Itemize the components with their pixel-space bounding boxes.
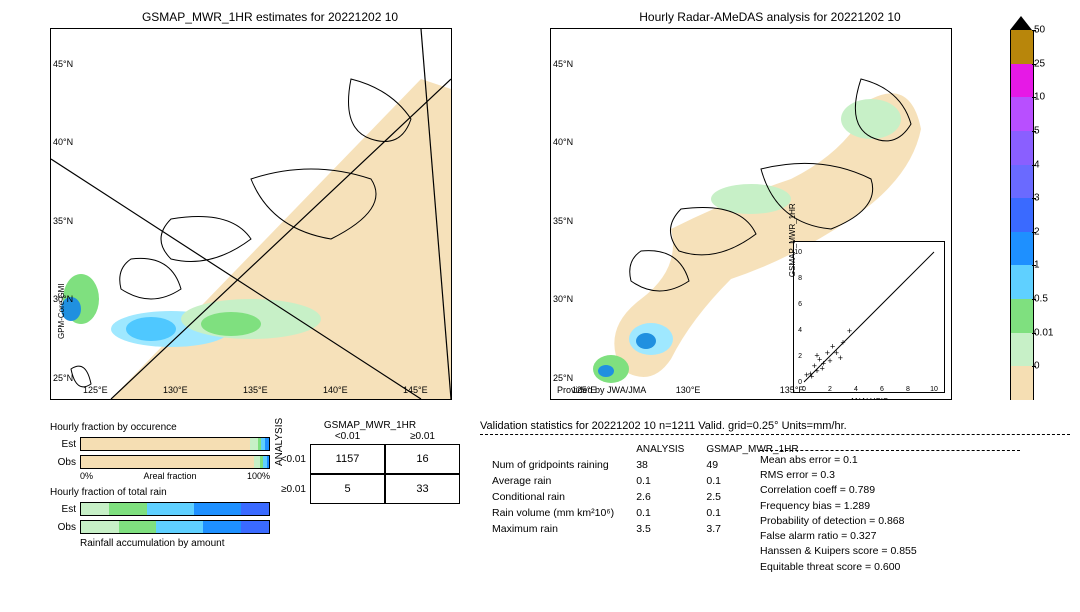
totalrain-footer: Rainfall accumulation by amount xyxy=(80,538,270,549)
svg-text:4: 4 xyxy=(798,327,802,334)
right-map-panel: Hourly Radar-AMeDAS analysis for 2022120… xyxy=(550,10,990,410)
left-map-title: GSMAP_MWR_1HR estimates for 20221202 10 xyxy=(50,10,490,24)
svg-text:10: 10 xyxy=(930,386,938,392)
occurrence-title: Hourly fraction by occurence xyxy=(50,422,270,433)
totalrain-obs-bar xyxy=(80,520,270,534)
colorbar-arrow-icon xyxy=(1010,16,1032,30)
right-map-title: Hourly Radar-AMeDAS analysis for 2022120… xyxy=(550,10,990,24)
svg-text:2: 2 xyxy=(828,386,832,392)
svg-text:8: 8 xyxy=(798,275,802,282)
totalrain-title: Hourly fraction of total rain xyxy=(50,487,270,498)
svg-text:+: + xyxy=(809,371,814,381)
top-row: GSMAP_MWR_1HR estimates for 20221202 10 xyxy=(10,10,1070,410)
scatter-inset: ++++++++++++++++00224466881010 GSMAP_MWR… xyxy=(793,241,945,393)
colorbar: 502510543210.50.010 xyxy=(1010,30,1032,400)
svg-text:+: + xyxy=(814,351,819,361)
score-list: Mean abs error = 0.1RMS error = 0.3Corre… xyxy=(760,448,1020,575)
svg-text:+: + xyxy=(827,356,832,366)
right-map: Provided by JWA/JMA ++++++++++++++++0022… xyxy=(550,28,952,400)
validation-title: Validation statistics for 20221202 10 n=… xyxy=(480,420,1070,432)
occurrence-obs-bar xyxy=(80,455,270,469)
svg-text:+: + xyxy=(820,364,825,374)
contingency-table: GSMAP_MWR_1HR <0.01 ≥0.01 <0.01 1157 16 … xyxy=(280,420,460,551)
svg-text:4: 4 xyxy=(854,386,858,392)
svg-text:+: + xyxy=(838,353,843,363)
ct-cell-00: 1157 xyxy=(310,444,385,474)
totalrain-est-bar xyxy=(80,502,270,516)
inset-ylabel: GSMAP_MWR_1HR xyxy=(788,203,797,277)
ct-cell-01: 16 xyxy=(385,444,460,474)
left-map-panel: GSMAP_MWR_1HR estimates for 20221202 10 xyxy=(50,10,490,410)
svg-text:6: 6 xyxy=(798,301,802,308)
sat-label-gpm: GPM-Core GMI xyxy=(57,283,66,339)
svg-text:8: 8 xyxy=(906,386,910,392)
fraction-bars: Hourly fraction by occurence Est Obs 0% … xyxy=(50,420,270,551)
svg-text:+: + xyxy=(847,326,852,336)
svg-text:+: + xyxy=(840,338,845,348)
svg-text:6: 6 xyxy=(880,386,884,392)
left-map: GPM-Core GMI MetOp-A AMSU-A/MHS NOAA-19 … xyxy=(50,28,452,400)
occurrence-est-bar xyxy=(80,437,270,451)
ct-title: GSMAP_MWR_1HR xyxy=(280,420,460,431)
ct-cell-10: 5 xyxy=(310,474,385,504)
ct-ylabel: ANALYSIS xyxy=(274,418,285,466)
svg-text:2: 2 xyxy=(798,353,802,360)
provided-label: Provided by JWA/JMA xyxy=(557,385,646,395)
inset-xlabel: ANALYSIS xyxy=(794,397,944,400)
ct-cell-11: 33 xyxy=(385,474,460,504)
